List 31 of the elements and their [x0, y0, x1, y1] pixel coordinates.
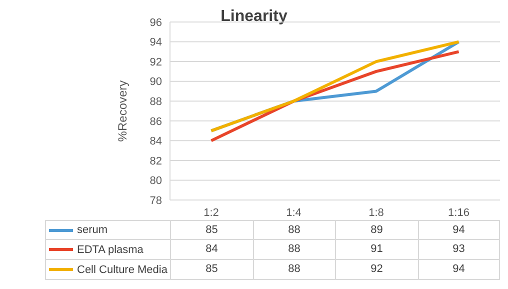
data-label: 91 [335, 240, 418, 260]
data-label: 88 [252, 220, 335, 240]
data-label: 92 [335, 260, 418, 280]
data-label: 94 [418, 220, 500, 240]
y-axis-title: %Recovery [115, 80, 130, 142]
y-tick-label: 84 [150, 136, 162, 148]
data-label: 85 [170, 260, 252, 280]
y-tick-label: 82 [150, 155, 162, 168]
x-tick-label: 1:4 [286, 206, 302, 219]
y-tick-label: 94 [150, 36, 162, 49]
y-tick-label: 96 [150, 16, 162, 29]
legend-label: serum [77, 224, 108, 236]
data-label: 93 [418, 240, 500, 260]
x-tick-label: 1:8 [368, 206, 384, 219]
x-tick-label: 1:2 [204, 206, 219, 219]
data-label: 89 [335, 220, 418, 240]
data-label: 88 [252, 260, 335, 280]
y-tick-label: 78 [150, 194, 162, 207]
y-tick-label: 90 [150, 76, 162, 88]
y-tick-label: 92 [150, 56, 162, 68]
legend-label: Cell Culture Media [77, 264, 168, 276]
chart-title: Linearity [220, 8, 288, 25]
y-tick-label: 86 [150, 116, 162, 128]
data-label: 85 [170, 220, 252, 240]
y-tick-label: 80 [150, 175, 162, 188]
data-label: 84 [170, 240, 252, 260]
y-tick-label: 88 [150, 96, 162, 108]
x-tick-label: 1:16 [448, 206, 470, 219]
legend-label: EDTA plasma [77, 244, 144, 256]
data-label: 94 [418, 260, 500, 280]
data-label: 88 [252, 240, 335, 260]
